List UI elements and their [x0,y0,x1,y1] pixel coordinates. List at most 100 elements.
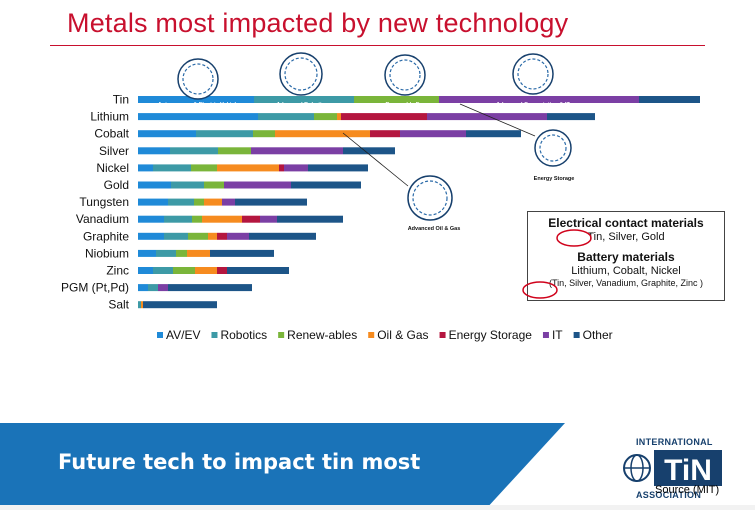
bar-segment [639,96,700,103]
bar-segment [227,232,249,240]
bar-segment [194,198,204,206]
category-label: Nickel [96,161,129,175]
bar-segment [260,215,277,223]
bar-segment [235,198,307,206]
bar-segment [138,267,153,274]
bar-segment [173,267,195,274]
category-label: Zinc [106,264,129,278]
bar-segment [253,130,275,138]
legend-label: Energy Storage [449,328,533,342]
page-title: Metals most impacted by new technology [67,8,569,38]
legend-label: Other [583,328,613,342]
category-label: Salt [108,298,129,312]
bar-segment [138,181,171,189]
technology-icon-glyph [412,180,448,216]
bar-segment [249,232,316,240]
technology-icon-glyph [539,134,567,162]
bar-segment [210,249,274,257]
bar-segment [192,215,202,223]
bar-segment [148,284,158,292]
technology-icon [177,58,219,100]
title-divider [50,45,705,46]
technology-label: Advanced Robotics [276,102,327,108]
bar-segment [217,232,227,240]
bar-segment [138,284,148,292]
bar-segment [143,301,217,309]
legend-swatch [157,332,163,338]
bar-segment [354,96,439,103]
technology-icon [384,54,426,96]
bar-segment [202,215,242,223]
bar-segment [168,284,252,292]
bar-segment [242,215,260,223]
bar-segment [547,113,595,121]
bar-segment [170,147,218,155]
bar-segment [164,215,192,223]
bar-segment [227,267,289,274]
bar-segment [466,130,521,138]
technology-icon [407,175,453,221]
bar-segment [217,164,279,172]
logo-text-international: INTERNATIONAL [636,437,713,447]
bar-segment [279,164,284,172]
category-label: PGM (Pt,Pd) [61,281,129,295]
itri-logo: TiN [623,450,722,487]
legend-swatch [368,332,375,338]
bar-segment [204,181,224,189]
bar-segment [204,198,222,206]
bar-segment [188,232,208,240]
banner-headline: Future tech to impact tin most [58,450,421,474]
bar-segment [168,198,194,206]
bar-segment [141,301,143,309]
bar-segment [427,113,547,121]
bar-segment [195,267,217,274]
logo-block [654,450,722,486]
bar-segment [400,130,466,138]
logo-tin-mark: TiN [664,454,712,487]
bar-segment [138,113,258,121]
bar-segment [439,96,639,103]
bar-segment [314,113,337,121]
bar-segment [291,181,361,189]
bar-segment [277,215,343,223]
legend-swatch [278,332,285,338]
materials-callout: Electrical contact materials Tin, Silver… [527,211,725,301]
technology-icon-glyph [182,63,214,95]
bar-segment [171,181,204,189]
callout-heading-battery: Battery materials [577,250,675,264]
legend-swatch [439,332,446,338]
bar-segment [251,147,343,155]
bar-segment [191,164,217,172]
technology-label: Advanced Computation & IT [496,102,570,108]
technology-label: Renewable Energy [386,102,436,108]
legend-swatch [573,332,580,338]
bar-segment [138,232,164,240]
category-label: Tungsten [79,195,129,209]
bar-segment [284,164,308,172]
bar-segment [138,198,168,206]
bar-segment [217,267,227,274]
logo-text-association: ASSOCIATION [636,490,702,500]
technology-icon-glyph [389,59,421,91]
technology-icon [279,52,323,96]
bar-segment [208,232,217,240]
category-label: Gold [104,178,129,192]
bar-segment [138,249,156,257]
technology-label: Autonomous & Electric Vehicles [158,102,242,108]
callout-heading-electrical: Electrical contact materials [548,216,704,230]
bottom-strip [0,505,755,510]
stacked-bar-chart: Tin Lithium Cobalt Silver Nickel Gold Tungsten… [61,52,700,342]
bar-segment [156,249,176,257]
category-label: Cobalt [94,127,129,141]
bar-segment [153,267,173,274]
bar-segment [138,130,196,138]
legend-label: Oil & Gas [377,328,428,342]
bar-segment [258,113,314,121]
bar-segment [138,164,153,172]
bar-segment [164,232,188,240]
bar-segment [153,164,191,172]
legend-swatch [211,332,218,338]
bar-segment [254,96,354,103]
legend-label: IT [552,328,563,342]
category-label: Vanadium [76,212,129,226]
